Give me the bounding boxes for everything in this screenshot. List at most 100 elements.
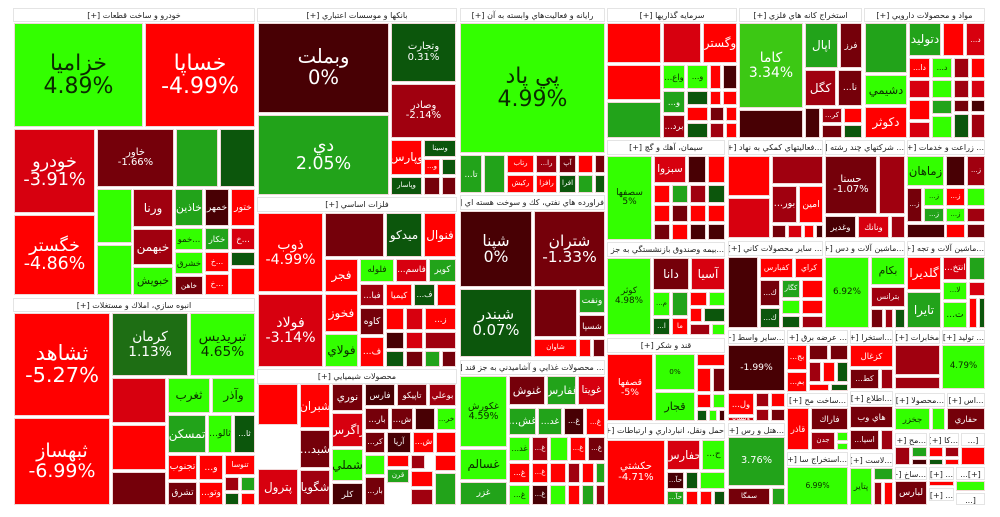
- stock-tile[interactable]: ...ول: [728, 393, 754, 415]
- stock-tile[interactable]: [723, 65, 737, 89]
- stock-tile[interactable]: [844, 108, 862, 123]
- stock-tile[interactable]: ...بار: [365, 477, 385, 505]
- stock-tile[interactable]: ...غ: [586, 408, 605, 435]
- stock-tile[interactable]: [386, 308, 404, 330]
- stock-tile[interactable]: جدن: [811, 432, 835, 450]
- stock-tile[interactable]: حفاري: [947, 408, 985, 430]
- stock-tile[interactable]: [881, 430, 893, 450]
- stock-tile[interactable]: [728, 257, 758, 328]
- sector-header[interactable]: ...استخراج سا [+]: [787, 452, 848, 466]
- stock-tile[interactable]: [802, 316, 823, 328]
- stock-tile[interactable]: دي 2.05%: [258, 115, 389, 195]
- stock-tile[interactable]: كلر: [332, 483, 363, 505]
- stock-tile[interactable]: كگار: [782, 280, 800, 298]
- stock-tile[interactable]: [884, 482, 893, 505]
- stock-tile[interactable]: دتوليد: [909, 23, 941, 56]
- stock-tile[interactable]: ...ز: [946, 208, 965, 222]
- stock-tile[interactable]: [700, 472, 725, 489]
- stock-tile[interactable]: [971, 80, 985, 98]
- sector-header[interactable]: ...ماشين آلات و دس [+]: [825, 241, 905, 256]
- stock-tile[interactable]: ...برد: [663, 115, 685, 138]
- stock-tile[interactable]: [909, 122, 930, 138]
- stock-tile[interactable]: [241, 493, 255, 505]
- stock-tile[interactable]: [932, 116, 952, 138]
- sector-header[interactable]: ...ماشين آلات و تجه [+]: [907, 241, 985, 256]
- stock-tile[interactable]: فارس: [365, 384, 395, 406]
- stock-tile[interactable]: شسپا: [579, 315, 605, 337]
- stock-tile[interactable]: شبندر 0.07%: [460, 289, 532, 357]
- stock-tile[interactable]: [756, 409, 769, 421]
- stock-tile[interactable]: ...غ: [564, 408, 584, 435]
- stock-tile[interactable]: [874, 482, 882, 505]
- stock-tile[interactable]: 3.76%: [728, 437, 785, 486]
- stock-tile[interactable]: [550, 463, 566, 483]
- stock-tile[interactable]: [690, 205, 706, 222]
- stock-tile[interactable]: [579, 339, 591, 357]
- stock-tile[interactable]: [442, 351, 456, 367]
- stock-tile[interactable]: [967, 188, 985, 206]
- stock-tile[interactable]: [891, 216, 905, 238]
- stock-tile[interactable]: كاما 3.34%: [739, 23, 803, 108]
- sector-header[interactable]: [+]...: [956, 467, 985, 480]
- stock-tile[interactable]: غزر: [460, 482, 507, 505]
- stock-tile[interactable]: نوري: [332, 384, 363, 411]
- sector-header[interactable]: ...بيمه وصندوق بازنشستگي به جز [+]: [607, 242, 725, 257]
- stock-tile[interactable]: ...بج: [787, 345, 807, 370]
- stock-tile[interactable]: [771, 393, 785, 407]
- stock-tile[interactable]: [979, 298, 985, 328]
- stock-tile[interactable]: [969, 298, 977, 328]
- stock-tile[interactable]: كزغال: [850, 345, 893, 367]
- stock-tile[interactable]: [932, 408, 945, 430]
- stock-tile[interactable]: [220, 129, 255, 187]
- stock-tile[interactable]: 6.99%: [787, 467, 848, 505]
- sector-header[interactable]: ... ساير محصولات كاني [+]: [728, 241, 823, 256]
- stock-tile[interactable]: كيميا: [386, 284, 412, 306]
- stock-tile[interactable]: [956, 481, 985, 491]
- stock-tile[interactable]: فولاي: [325, 334, 358, 367]
- stock-tile[interactable]: [837, 443, 848, 450]
- stock-tile[interactable]: وآذر: [212, 378, 255, 413]
- stock-tile[interactable]: [582, 463, 594, 483]
- stock-tile[interactable]: [406, 351, 423, 367]
- stock-tile[interactable]: خاهن: [175, 276, 203, 295]
- stock-tile[interactable]: ...واع: [663, 65, 685, 89]
- stock-tile[interactable]: ...غد: [538, 408, 562, 435]
- stock-tile[interactable]: ...فاسم: [396, 259, 427, 282]
- sector-header[interactable]: ... عرضه برق [+]: [787, 330, 848, 344]
- stock-tile[interactable]: غكورش 4.59%: [460, 376, 507, 447]
- sector-header[interactable]: سرمايه گذاريها [+]: [607, 8, 737, 22]
- stock-tile[interactable]: ...بار: [365, 408, 389, 430]
- stock-tile[interactable]: [943, 23, 964, 56]
- stock-tile[interactable]: غنوش: [509, 376, 545, 405]
- stock-tile[interactable]: تمسکن: [168, 415, 206, 453]
- stock-tile[interactable]: ...ز: [425, 308, 456, 330]
- stock-tile[interactable]: [578, 155, 593, 173]
- stock-tile[interactable]: خگستر -4.86%: [14, 215, 95, 295]
- stock-tile[interactable]: [967, 224, 985, 238]
- stock-tile[interactable]: [672, 224, 688, 240]
- stock-tile[interactable]: ...غ: [509, 463, 530, 483]
- stock-tile[interactable]: ...غد: [509, 437, 530, 461]
- stock-tile[interactable]: خبهمن: [133, 229, 173, 265]
- stock-tile[interactable]: [895, 377, 940, 389]
- stock-tile[interactable]: شتران -1.33%: [534, 211, 605, 287]
- stock-tile[interactable]: ولساپا: [728, 417, 754, 421]
- stock-tile[interactable]: افرا: [559, 175, 576, 193]
- stock-tile[interactable]: [708, 185, 725, 203]
- stock-tile[interactable]: قاذر: [787, 408, 809, 450]
- stock-tile[interactable]: ...بور: [772, 186, 797, 223]
- stock-tile[interactable]: [534, 289, 577, 337]
- stock-tile[interactable]: وپاسار: [391, 177, 422, 195]
- stock-tile[interactable]: [945, 459, 959, 465]
- sector-header[interactable]: [...: [956, 493, 985, 505]
- stock-tile[interactable]: خ...: [231, 228, 255, 250]
- stock-tile[interactable]: [596, 463, 605, 483]
- sector-header[interactable]: ...هتل و رس [+]: [728, 423, 785, 436]
- stock-tile[interactable]: ...شبد: [300, 430, 330, 468]
- sector-header[interactable]: ...ساير واسط [+]: [728, 330, 785, 344]
- stock-tile[interactable]: [687, 123, 708, 138]
- stock-tile[interactable]: ...خر: [437, 408, 456, 430]
- stock-tile[interactable]: سبزوا: [654, 156, 686, 183]
- stock-tile[interactable]: [654, 224, 670, 240]
- stock-tile[interactable]: [710, 65, 721, 89]
